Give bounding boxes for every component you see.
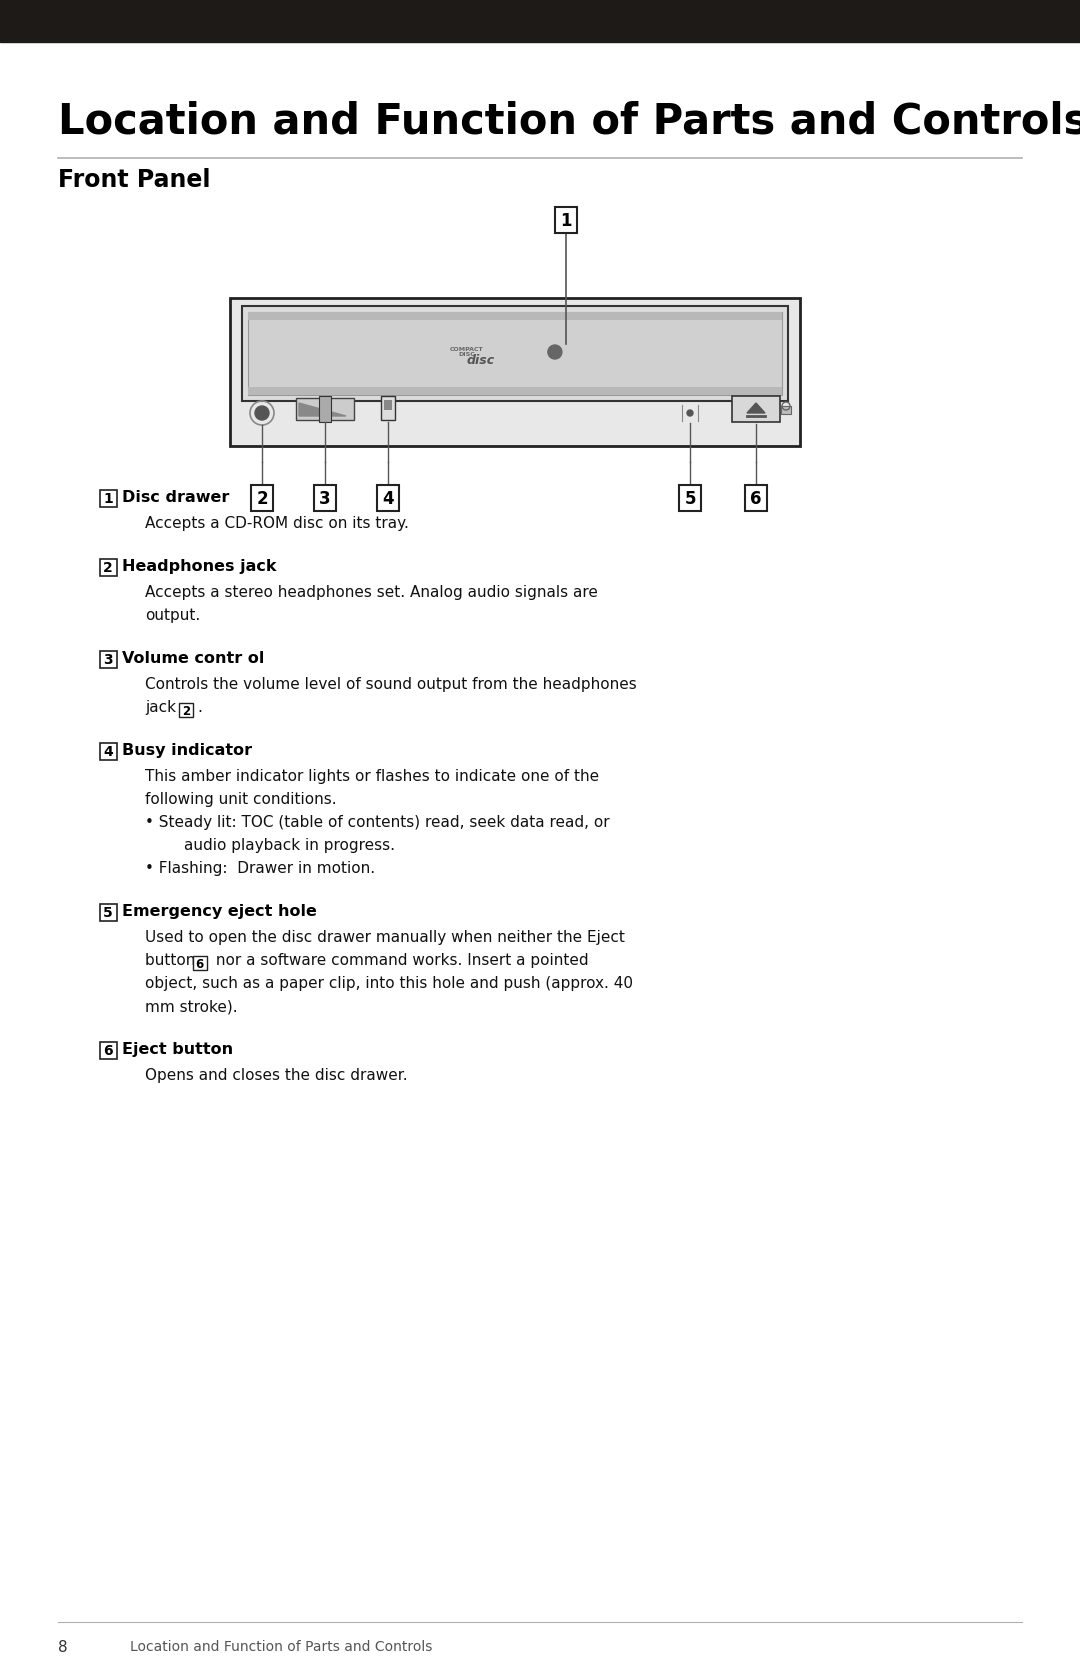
Text: .: . bbox=[197, 699, 202, 714]
Bar bbox=[679, 486, 701, 511]
Text: 6: 6 bbox=[751, 491, 761, 507]
Text: Headphones jack: Headphones jack bbox=[122, 559, 276, 574]
Text: This amber indicator lights or flashes to indicate one of the: This amber indicator lights or flashes t… bbox=[145, 769, 599, 784]
Bar bbox=[248, 312, 782, 320]
Bar bbox=[745, 486, 767, 511]
Polygon shape bbox=[299, 402, 346, 416]
Bar bbox=[732, 396, 780, 422]
Text: Eject button: Eject button bbox=[122, 1041, 233, 1056]
Text: 2: 2 bbox=[183, 704, 190, 718]
Bar bbox=[319, 396, 330, 422]
Text: 1: 1 bbox=[103, 492, 113, 506]
Text: button: button bbox=[145, 953, 200, 968]
Bar bbox=[100, 559, 117, 576]
Bar bbox=[377, 486, 399, 511]
Text: mm stroke).: mm stroke). bbox=[145, 1000, 238, 1015]
Bar bbox=[179, 703, 193, 718]
Bar bbox=[248, 387, 782, 396]
Text: 6: 6 bbox=[104, 1045, 112, 1058]
Circle shape bbox=[548, 345, 562, 359]
Bar bbox=[230, 299, 800, 446]
Text: 3: 3 bbox=[104, 653, 112, 668]
Circle shape bbox=[687, 411, 693, 416]
Text: • Flashing:  Drawer in motion.: • Flashing: Drawer in motion. bbox=[145, 861, 375, 876]
Text: Controls the volume level of sound output from the headphones: Controls the volume level of sound outpu… bbox=[145, 678, 637, 693]
Text: Front Panel: Front Panel bbox=[58, 169, 211, 192]
Bar bbox=[100, 491, 117, 507]
Text: jack: jack bbox=[145, 699, 180, 714]
Text: 4: 4 bbox=[382, 491, 394, 507]
Bar bbox=[0, 0, 1080, 42]
Bar bbox=[251, 486, 273, 511]
Bar bbox=[192, 956, 206, 970]
Bar bbox=[100, 743, 117, 759]
Text: Accepts a stereo headphones set. Analog audio signals are: Accepts a stereo headphones set. Analog … bbox=[145, 586, 598, 599]
Text: disc: disc bbox=[467, 354, 495, 367]
Bar bbox=[781, 406, 791, 414]
Text: output.: output. bbox=[145, 608, 200, 623]
Bar bbox=[100, 1041, 117, 1060]
Bar bbox=[314, 486, 336, 511]
Text: 2: 2 bbox=[103, 561, 113, 576]
Bar bbox=[384, 401, 392, 411]
Circle shape bbox=[255, 406, 269, 421]
Text: 8: 8 bbox=[58, 1641, 68, 1656]
Bar bbox=[242, 305, 788, 401]
Text: 5: 5 bbox=[685, 491, 696, 507]
Text: 3: 3 bbox=[320, 491, 330, 507]
Text: object, such as a paper clip, into this hole and push (approx. 40: object, such as a paper clip, into this … bbox=[145, 976, 633, 991]
Text: nor a software command works. Insert a pointed: nor a software command works. Insert a p… bbox=[211, 953, 589, 968]
Bar bbox=[296, 397, 354, 421]
Text: following unit conditions.: following unit conditions. bbox=[145, 793, 337, 808]
Text: COMPACT
DISC: COMPACT DISC bbox=[450, 347, 484, 357]
Text: Disc drawer: Disc drawer bbox=[122, 491, 229, 506]
Text: Used to open the disc drawer manually when neither the Eject: Used to open the disc drawer manually wh… bbox=[145, 930, 625, 945]
Text: 2: 2 bbox=[256, 491, 268, 507]
Text: • Steady lit: TOC (table of contents) read, seek data read, or: • Steady lit: TOC (table of contents) re… bbox=[145, 814, 609, 829]
Text: 6: 6 bbox=[195, 958, 204, 970]
Text: 4: 4 bbox=[103, 744, 113, 759]
Bar bbox=[381, 396, 395, 421]
Text: 5: 5 bbox=[103, 906, 113, 920]
Bar bbox=[100, 905, 117, 921]
Text: Opens and closes the disc drawer.: Opens and closes the disc drawer. bbox=[145, 1068, 407, 1083]
Bar bbox=[555, 207, 578, 234]
Text: Emergency eject hole: Emergency eject hole bbox=[122, 905, 316, 920]
Bar bbox=[248, 312, 782, 396]
Text: 1: 1 bbox=[561, 212, 572, 230]
Text: audio playback in progress.: audio playback in progress. bbox=[145, 838, 395, 853]
Text: Accepts a CD-ROM disc on its tray.: Accepts a CD-ROM disc on its tray. bbox=[145, 516, 409, 531]
Text: Volume contr ol: Volume contr ol bbox=[122, 651, 265, 666]
Text: Location and Function of Parts and Controls: Location and Function of Parts and Contr… bbox=[58, 100, 1080, 142]
Text: Location and Function of Parts and Controls: Location and Function of Parts and Contr… bbox=[130, 1641, 432, 1654]
Bar bbox=[100, 651, 117, 668]
Polygon shape bbox=[747, 402, 765, 412]
Text: Busy indicator: Busy indicator bbox=[122, 743, 252, 758]
